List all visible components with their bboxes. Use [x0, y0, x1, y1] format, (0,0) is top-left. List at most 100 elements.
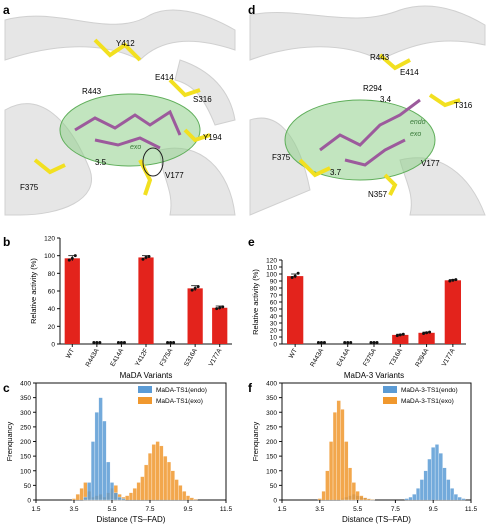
hist-bar-exo [347, 467, 353, 501]
hist-bar-endo [442, 467, 447, 501]
legend-label-endo: MaDA-TS1(endo) [156, 387, 207, 394]
distance-label-d-1: 3.4 [380, 95, 392, 104]
hist-bar-endo [461, 498, 466, 501]
y-tick-label: 0 [273, 498, 277, 505]
hist-bar-endo [98, 397, 103, 501]
x-tick-label: V177A [208, 347, 224, 368]
structure-panel-a: a Y412 E414 R443 S316 Y194 V177 F375 3.5… [0, 0, 242, 222]
y-axis-label: Relative activity (%) [251, 269, 260, 335]
residue-label-s316: S316 [193, 95, 212, 104]
hist-bar-endo [427, 458, 432, 501]
bar-T316A [392, 334, 409, 344]
data-point [454, 278, 458, 282]
x-tick-label: R443A [309, 347, 325, 368]
hist-bar-endo [404, 498, 409, 501]
residue-label-r294-d: R294 [363, 84, 383, 93]
hist-bar-exo [136, 482, 141, 501]
hist-bar-endo [109, 482, 115, 501]
hist-bar-exo [178, 485, 183, 501]
y-tick-label: 0 [27, 498, 31, 505]
hist-bar-exo [329, 441, 334, 501]
x-tick-label: 11.5 [220, 506, 233, 513]
x-tick-label: F375A [362, 347, 378, 368]
protein-ribbons-d [249, 5, 486, 216]
hist-bar-endo [90, 441, 96, 501]
y-tick-label: 20 [270, 328, 278, 335]
x-tick-label: 9.5 [183, 506, 192, 513]
hist-bar-exo [344, 441, 349, 501]
x-tick-label: 9.5 [429, 506, 438, 513]
residue-label-r443-d: R443 [370, 53, 390, 62]
legend-swatch-exo [138, 397, 152, 404]
x-tick-label: S316A [183, 347, 199, 368]
x-tick-label: F375A [159, 347, 175, 368]
y-tick-label: 200 [20, 439, 31, 446]
y-tick-label: 100 [266, 468, 277, 475]
ligand-label-exo-a: exo [130, 144, 141, 151]
data-point [395, 334, 399, 338]
y-tick-label: 30 [270, 321, 278, 328]
hist-bar-exo [71, 498, 77, 501]
ligand-label-exo-d: exo [410, 131, 421, 138]
y-tick-label: 60 [270, 300, 278, 307]
residue-label-e414: E414 [155, 73, 174, 82]
y-axis-label: Frenquancy [251, 421, 260, 461]
data-point [369, 341, 373, 344]
data-point [293, 274, 297, 278]
hist-bar-exo [170, 470, 175, 501]
x-tick-label: R294A [414, 347, 430, 368]
hist-bar-exo [159, 445, 164, 501]
panel-letter-f: f [248, 381, 253, 395]
data-point [193, 286, 197, 290]
x-tick-label: Y412F [134, 347, 150, 367]
data-point [343, 341, 347, 344]
hist-bar-exo [125, 495, 130, 501]
legend-label-endo: MaDA-3-TS1(endo) [401, 387, 458, 394]
x-tick-label: 3.5 [315, 506, 324, 513]
y-tick-label: 120 [44, 236, 55, 243]
hist-bar-endo [121, 498, 126, 501]
x-tick-label: E414A [109, 347, 125, 368]
data-point [95, 341, 99, 344]
legend-label-exo: MaDA-3-TS1(exo) [401, 398, 454, 405]
hist-bar-exo [332, 412, 337, 501]
y-tick-label: 110 [267, 265, 278, 272]
data-point [70, 256, 74, 260]
hist-bar-exo [166, 461, 172, 501]
y-tick-label: 80 [270, 286, 278, 293]
x-axis-label: Distance (TS–FAD) [342, 515, 411, 524]
data-point [401, 332, 405, 336]
y-tick-label: 40 [48, 306, 56, 313]
y-tick-label: 40 [270, 314, 278, 321]
bar-S316A [187, 288, 203, 344]
x-tick-label: V177A [441, 347, 457, 368]
bar-R294A [418, 332, 435, 344]
y-tick-label: 90 [270, 279, 278, 286]
data-point [215, 307, 219, 311]
data-point [98, 341, 102, 344]
ligand-sticks [74, 109, 182, 150]
hist-bar-exo [321, 491, 326, 501]
y-tick-label: 0 [273, 342, 277, 349]
hist-bar-exo [193, 498, 198, 501]
hist-bar-endo [113, 492, 118, 501]
y-tick-label: 200 [266, 439, 277, 446]
data-point [190, 288, 194, 292]
hist-bar-exo [144, 464, 149, 501]
hist-bar-exo [79, 488, 84, 501]
legend-swatch-exo [383, 397, 397, 404]
data-point [316, 341, 320, 344]
hist-bar-exo [140, 476, 145, 501]
x-tick-label: 5.5 [353, 506, 362, 513]
y-tick-label: 100 [266, 272, 277, 279]
y-tick-label: 70 [270, 293, 278, 300]
y-tick-label: 300 [266, 410, 277, 417]
x-tick-label: R443A [85, 347, 101, 368]
y-tick-label: 400 [266, 381, 277, 388]
chart-b: b 0 20 40 60 80 100 120 Relative activity (%) WT R… [3, 235, 232, 380]
hist-bar-exo [325, 470, 330, 501]
hist-bar-exo [366, 498, 371, 501]
data-point [221, 305, 225, 309]
residue-label-t316-d: T316 [454, 101, 473, 110]
